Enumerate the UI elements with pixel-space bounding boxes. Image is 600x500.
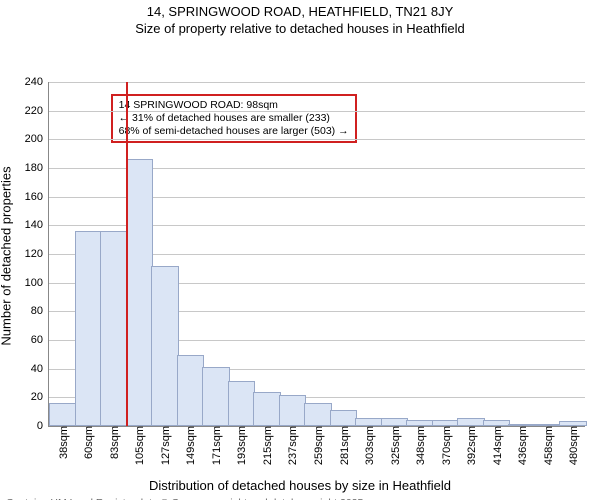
annotation-line-3: 68% of semi-detached houses are larger (… (119, 125, 349, 138)
x-axis-label: Distribution of detached houses by size … (0, 478, 600, 493)
x-tick: 105sqm (130, 426, 146, 465)
x-tick: 127sqm (156, 426, 172, 465)
y-tick: 220 (25, 105, 49, 117)
x-tick: 325sqm (386, 426, 402, 465)
x-tick: 149sqm (181, 426, 197, 465)
histogram-bar (202, 367, 230, 426)
annotation-box: 14 SPRINGWOOD ROAD: 98sqm ← 31% of detac… (111, 94, 357, 143)
y-tick: 100 (25, 277, 49, 289)
y-tick: 160 (25, 191, 49, 203)
x-tick: 83sqm (105, 426, 121, 459)
annotation-line-2: ← 31% of detached houses are smaller (23… (119, 112, 349, 125)
histogram-bar (279, 395, 307, 426)
histogram-bar (228, 381, 256, 426)
y-tick: 140 (25, 219, 49, 231)
histogram-bar (75, 231, 103, 427)
page-title: 14, SPRINGWOOD ROAD, HEATHFIELD, TN21 8J… (0, 4, 600, 19)
x-tick: 193sqm (232, 426, 248, 465)
histogram-bar (330, 410, 358, 426)
x-tick: 392sqm (462, 426, 478, 465)
y-tick: 60 (31, 334, 49, 346)
histogram-bar (355, 418, 383, 426)
plot-area: 14 SPRINGWOOD ROAD: 98sqm ← 31% of detac… (48, 82, 585, 427)
histogram-bar (151, 266, 179, 426)
x-tick: 171sqm (207, 426, 223, 465)
y-tick: 240 (25, 76, 49, 88)
gridline (49, 139, 585, 140)
x-tick: 303sqm (360, 426, 376, 465)
x-tick: 414sqm (488, 426, 504, 465)
x-tick: 215sqm (258, 426, 274, 465)
x-tick: 348sqm (411, 426, 427, 465)
page-subtitle: Size of property relative to detached ho… (0, 21, 600, 36)
x-tick: 60sqm (79, 426, 95, 459)
histogram-bar (49, 403, 77, 427)
x-tick: 480sqm (564, 426, 580, 465)
x-tick: 259sqm (309, 426, 325, 465)
histogram-bar (381, 418, 409, 426)
y-tick: 180 (25, 162, 49, 174)
x-tick: 436sqm (513, 426, 529, 465)
x-tick: 38sqm (54, 426, 70, 459)
x-tick: 281sqm (335, 426, 351, 465)
histogram-bar (100, 231, 128, 427)
histogram-bar (253, 392, 281, 426)
y-tick: 20 (31, 391, 49, 403)
chart: Number of detached properties 14 SPRINGW… (0, 36, 600, 476)
gridline (49, 111, 585, 112)
y-tick: 120 (25, 248, 49, 260)
histogram-bar (304, 403, 332, 427)
x-tick: 237sqm (283, 426, 299, 465)
x-tick: 370sqm (437, 426, 453, 465)
gridline (49, 82, 585, 83)
histogram-bar (177, 355, 205, 426)
y-tick: 200 (25, 133, 49, 145)
y-axis-label: Number of detached properties (0, 166, 14, 345)
y-tick: 0 (37, 420, 49, 432)
x-tick: 458sqm (539, 426, 555, 465)
histogram-bar (457, 418, 485, 426)
histogram-bar (126, 159, 154, 426)
y-tick: 40 (31, 363, 49, 375)
y-tick: 80 (31, 305, 49, 317)
marker-line (126, 82, 128, 426)
